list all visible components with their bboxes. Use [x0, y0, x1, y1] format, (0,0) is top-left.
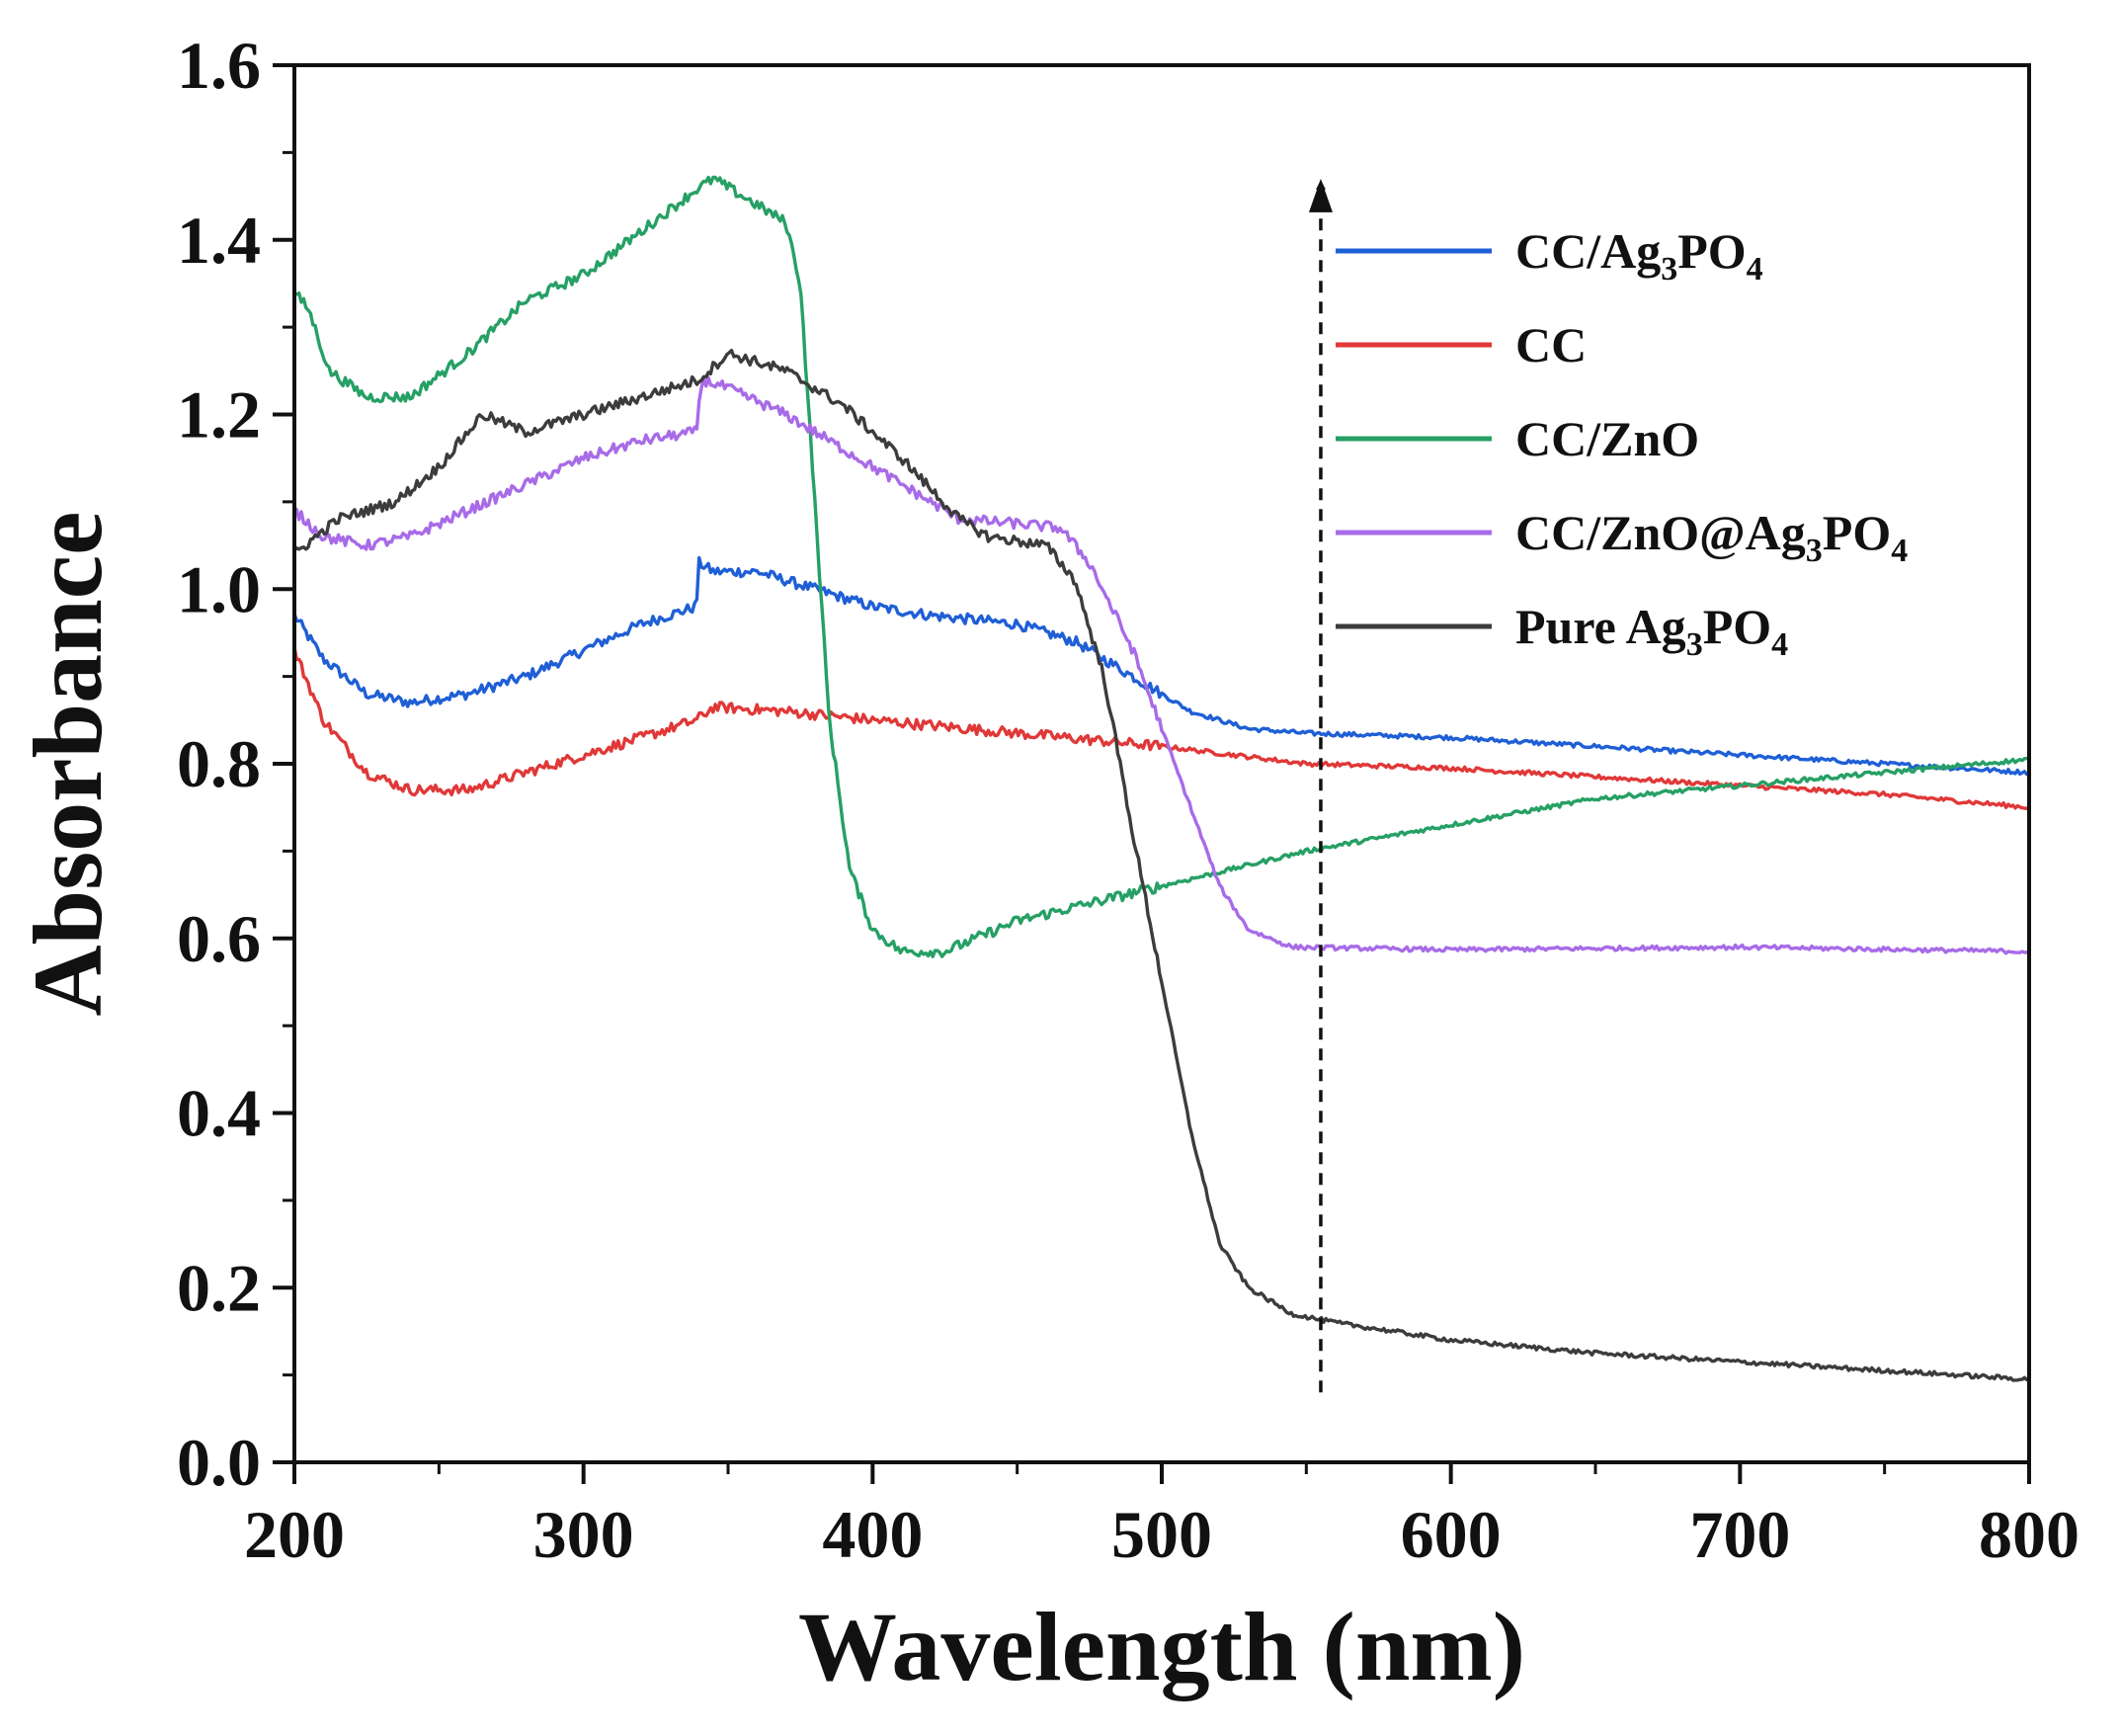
x-tick-label-300: 300	[533, 1497, 634, 1572]
x-tick-label-700: 700	[1689, 1497, 1790, 1572]
y-tick-label-0.6: 0.6	[177, 901, 261, 976]
y-tick-label-0.2: 0.2	[177, 1250, 261, 1325]
legend-subscript: 4	[1771, 626, 1788, 663]
y-tick-label-0.4: 0.4	[177, 1076, 261, 1151]
legend-label-3: CC/ZnO@Ag3PO4	[1515, 505, 1908, 569]
series-line-cc-ag3po4	[292, 555, 2031, 777]
arrow-head	[1308, 178, 1333, 212]
legend-text-part: PO	[1703, 599, 1771, 654]
annotation-group	[1308, 178, 1333, 1393]
legend-label-1: CC	[1515, 317, 1587, 372]
x-tick-label-500: 500	[1111, 1497, 1212, 1572]
series-line-cc-zno-ag3po4	[293, 375, 2031, 955]
y-tick-label-1.6: 1.6	[177, 28, 261, 103]
y-tick-label-1.4: 1.4	[177, 203, 261, 278]
y-tick-label-1.2: 1.2	[177, 377, 261, 453]
y-tick-label-1: 1.0	[177, 551, 261, 626]
x-tick-label-200: 200	[244, 1497, 345, 1572]
x-tick-label-800: 800	[1979, 1497, 2079, 1572]
legend-label-0: CC/Ag3PO4	[1515, 223, 1763, 288]
y-tick-label-0: 0.0	[177, 1425, 261, 1500]
legend-subscript: 4	[1747, 251, 1763, 288]
legend-text-part: Pure Ag	[1515, 599, 1686, 654]
axes-group: 200 300 400 500 600 700 800 0.0 0.2 0.4 0.6 0.8 1.0 1…	[177, 28, 2079, 1572]
legend-text-part: PO	[1677, 223, 1746, 279]
legend-text-part: CC/ZnO@Ag	[1515, 505, 1806, 560]
legend-text-part: CC	[1515, 317, 1587, 372]
plot-background	[294, 65, 2029, 1462]
legend-text-part: CC/ZnO	[1515, 411, 1699, 466]
legend-label-2: CC/ZnO	[1515, 411, 1699, 466]
plot-area	[294, 65, 2029, 1462]
y-axis-title: Absorbance	[13, 511, 122, 1016]
y-tick-label-0.8: 0.8	[177, 726, 261, 801]
legend-subscript: 3	[1686, 626, 1703, 663]
legend-text-part: PO	[1823, 505, 1891, 560]
x-tick-label-600: 600	[1401, 1497, 1502, 1572]
legend-subscript: 3	[1661, 251, 1677, 288]
series-group	[292, 175, 2031, 1382]
series-line-cc-zno	[293, 175, 2030, 958]
legend-label-4: Pure Ag3PO4	[1515, 599, 1788, 663]
legend-text-part: CC/Ag	[1515, 223, 1661, 279]
legend-subscript: 3	[1806, 533, 1823, 569]
x-tick-label-400: 400	[822, 1497, 923, 1572]
x-axis-title: Wavelength (nm)	[798, 1592, 1525, 1701]
legend-subscript: 4	[1891, 533, 1908, 569]
series-line-pure-ag3po4	[292, 349, 2030, 1382]
